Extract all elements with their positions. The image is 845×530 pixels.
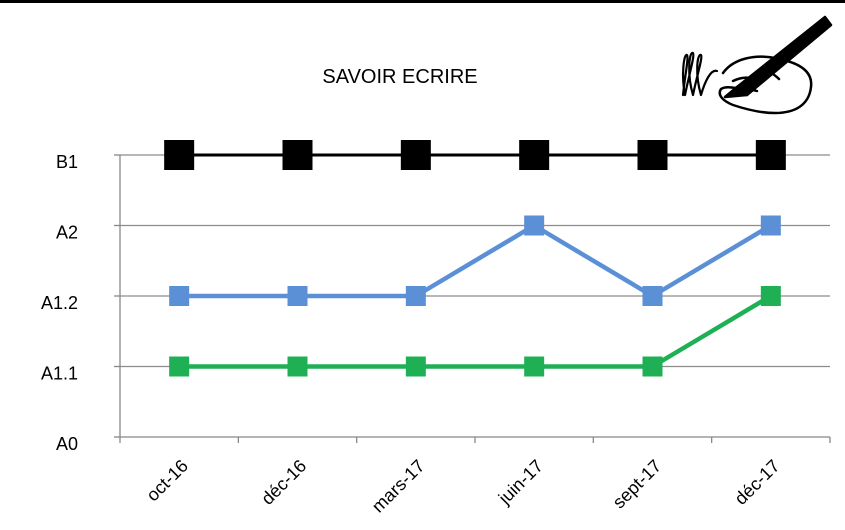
data-point (405, 356, 426, 377)
writing-hand-icon (681, 15, 833, 115)
y-tick-label: B1 (56, 152, 78, 172)
y-tick-label: A0 (56, 434, 78, 454)
data-point (524, 356, 545, 377)
plot-area: A0 A1.1 A1.2 A2 B1 oct-16 déc-16 mars-17 juin-17… (41, 140, 831, 517)
data-point (169, 286, 190, 306)
y-tick-label: A1.1 (41, 364, 78, 384)
x-tick-label: juin-17 (494, 456, 547, 509)
data-point (164, 140, 195, 170)
data-point (287, 286, 308, 306)
chart-title: SAVOIR ECRIRE (322, 66, 477, 88)
data-point (169, 356, 190, 377)
x-tick-label: oct-16 (142, 456, 192, 506)
data-point (642, 356, 663, 377)
data-point (282, 140, 313, 170)
y-tick-label: A2 (56, 223, 78, 243)
x-tick-label: sept-17 (609, 456, 666, 513)
data-point (524, 215, 545, 236)
x-tick-label: déc-16 (257, 456, 310, 509)
data-point (637, 140, 668, 170)
top-border (0, 0, 845, 3)
x-tick-label: mars-17 (368, 456, 429, 517)
data-point (760, 215, 781, 236)
series-line (179, 223, 772, 299)
data-point (405, 286, 426, 306)
data-point (760, 286, 781, 306)
series-line (179, 294, 772, 369)
data-point (642, 286, 663, 306)
data-point (400, 140, 431, 170)
data-point (755, 140, 786, 170)
x-tick-label: déc-17 (731, 456, 784, 509)
y-tick-label: A1.2 (41, 293, 78, 313)
data-point (287, 356, 308, 377)
data-point (519, 140, 550, 170)
